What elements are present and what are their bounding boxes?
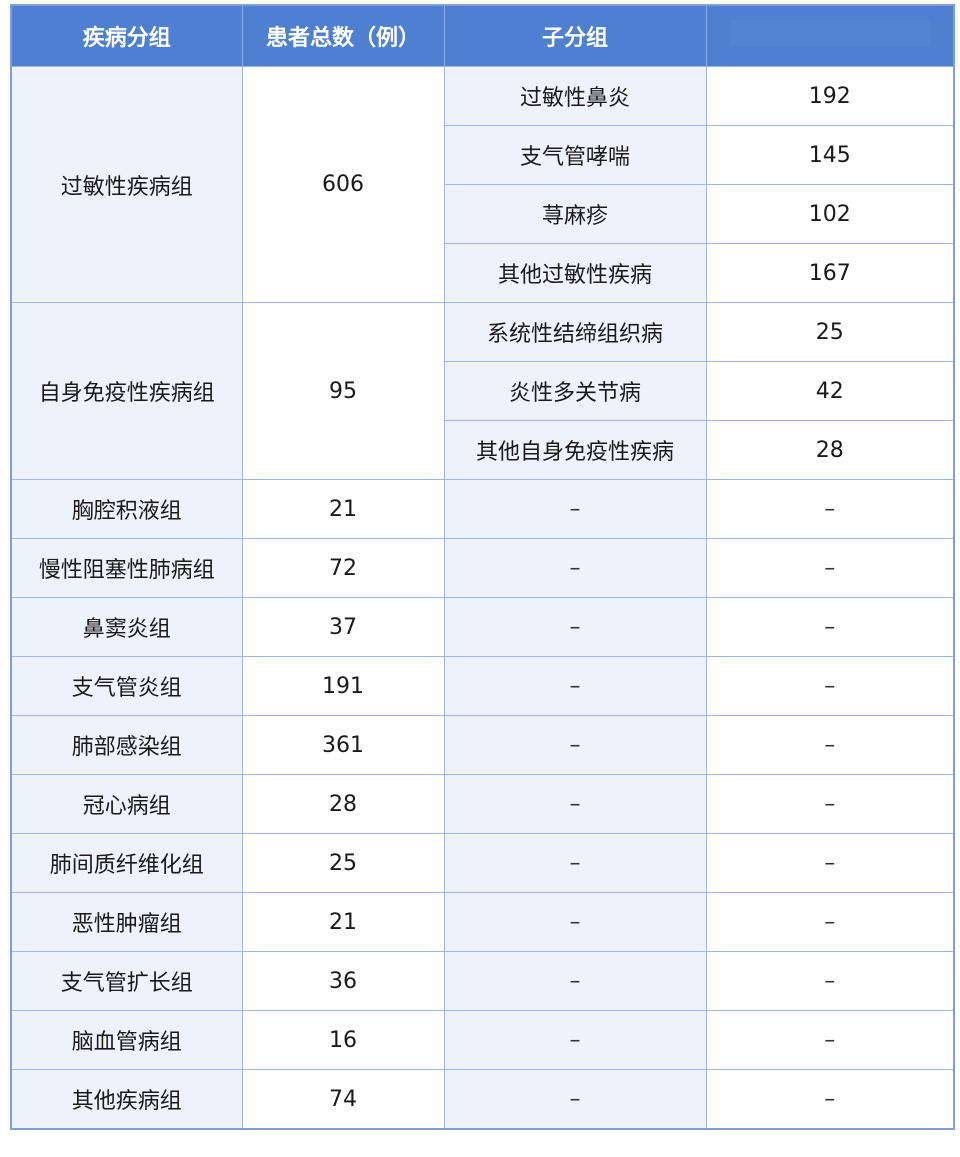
patient-total-cell: 191 bbox=[241, 656, 445, 716]
subgroup-name-cell: – bbox=[443, 479, 707, 539]
patient-total-cell: 606 bbox=[241, 66, 445, 303]
patient-total-cell: 95 bbox=[241, 302, 445, 480]
disease-group-cell: 支气管扩长组 bbox=[10, 951, 243, 1011]
subgroup-name-cell: 荨麻疹 bbox=[443, 184, 707, 244]
header-row: 疾病分组 患者总数（例） 子分组 bbox=[11, 5, 954, 67]
disease-group-cell: 肺部感染组 bbox=[10, 715, 243, 775]
subgroup-count-cell: – bbox=[705, 656, 955, 716]
table-row: 恶性肿瘤组 21– – bbox=[10, 892, 955, 952]
disease-group-cell: 支气管炎组 bbox=[10, 656, 243, 716]
header-subgroup-count bbox=[705, 5, 954, 67]
disease-group-cell: 冠心病组 bbox=[10, 774, 243, 834]
subgroup-name-cell: 其他过敏性疾病 bbox=[443, 243, 707, 303]
subgroup-count-cell: 25 bbox=[705, 302, 955, 362]
subgroup-count-cell: 192 bbox=[705, 66, 955, 126]
patient-total-cell: 28 bbox=[241, 774, 445, 834]
patient-total-cell: 16 bbox=[241, 1010, 445, 1070]
table-row: 其他疾病组 74– – bbox=[10, 1069, 955, 1130]
patient-total-cell: 74 bbox=[241, 1069, 445, 1130]
subgroup-count-cell: – bbox=[705, 479, 955, 539]
disease-group-cell: 肺间质纤维化组 bbox=[10, 833, 243, 893]
subgroup-count-cell: – bbox=[705, 538, 955, 598]
table-row: 肺间质纤维化组 25– – bbox=[10, 833, 955, 893]
patient-total-cell: 36 bbox=[241, 951, 445, 1011]
header-disease-group: 疾病分组 bbox=[11, 5, 242, 67]
subgroup-count-cell: – bbox=[705, 1069, 955, 1130]
table-row: 其他自身免疫性疾病 28 bbox=[11, 420, 955, 480]
subgroup-name-cell: 过敏性鼻炎 bbox=[443, 66, 707, 126]
subgroup-name-cell: – bbox=[443, 715, 707, 775]
subgroup-name-cell: 其他自身免疫性疾病 bbox=[443, 420, 707, 480]
patient-total-cell: 72 bbox=[241, 538, 445, 598]
table-row: 肺部感染组 361– – bbox=[10, 715, 955, 775]
disease-group-table: 疾病分组 患者总数（例） 子分组 过敏性疾病组 606 过敏性鼻炎 192 支气管哮喘 1… bbox=[10, 4, 955, 1130]
disease-group-cell: 自身免疫性疾病组 bbox=[10, 302, 243, 480]
subgroup-name-cell: – bbox=[443, 1010, 707, 1070]
table-row: 鼻窦炎组 37– – bbox=[10, 597, 955, 657]
subgroup-name-cell: – bbox=[443, 774, 707, 834]
table-header: 疾病分组 患者总数（例） 子分组 bbox=[11, 5, 954, 67]
table-row: 过敏性疾病组 606 过敏性鼻炎 192 bbox=[10, 66, 955, 303]
subgroup-count-cell: – bbox=[705, 892, 955, 952]
subgroup-name-cell: – bbox=[443, 538, 707, 598]
subgroup-name-cell: – bbox=[443, 656, 707, 716]
patient-total-cell: 21 bbox=[241, 479, 445, 539]
disease-group-cell: 胸腔积液组 bbox=[10, 479, 243, 539]
subgroup-count-cell: – bbox=[705, 597, 955, 657]
patient-total-cell: 37 bbox=[241, 597, 445, 657]
subgroup-name-cell: – bbox=[443, 951, 707, 1011]
disease-group-cell: 其他疾病组 bbox=[10, 1069, 243, 1130]
table-row: 炎性多关节病 42 bbox=[11, 361, 955, 421]
table-row: 支气管扩长组 36– – bbox=[10, 951, 955, 1011]
subgroup-count-cell: 102 bbox=[705, 184, 955, 244]
subgroup-name-cell: 支气管哮喘 bbox=[443, 125, 707, 185]
disease-group-cell: 脑血管病组 bbox=[10, 1010, 243, 1070]
disease-group-cell: 鼻窦炎组 bbox=[10, 597, 243, 657]
subgroup-name-cell: – bbox=[443, 597, 707, 657]
subgroup-count-cell: – bbox=[705, 1010, 955, 1070]
table-row: 自身免疫性疾病组 95 系统性结缔组织病 25 bbox=[10, 302, 955, 480]
subgroup-count-cell: – bbox=[705, 833, 955, 893]
subgroup-name-cell: – bbox=[443, 1069, 707, 1130]
table-row: 支气管炎组 191– – bbox=[10, 656, 955, 716]
table-row: 冠心病组 28– – bbox=[10, 774, 955, 834]
table-row: 其他过敏性疾病 167 bbox=[11, 243, 955, 303]
table-row: 脑血管病组 16– – bbox=[10, 1010, 955, 1070]
disease-group-cell: 恶性肿瘤组 bbox=[10, 892, 243, 952]
table-body: 过敏性疾病组 606 过敏性鼻炎 192 支气管哮喘 145 荨麻疹 102 其他过敏性疾病 16… bbox=[10, 66, 955, 1130]
disease-group-cell: 过敏性疾病组 bbox=[10, 66, 243, 303]
subgroup-count-cell: – bbox=[705, 715, 955, 775]
subgroup-count-cell: – bbox=[705, 951, 955, 1011]
subgroup-count-cell: 167 bbox=[705, 243, 955, 303]
disease-group-cell: 慢性阻塞性肺病组 bbox=[10, 538, 243, 598]
table-row: 胸腔积液组 21– – bbox=[10, 479, 955, 539]
header-subgroup: 子分组 bbox=[443, 5, 706, 67]
patient-total-cell: 21 bbox=[241, 892, 445, 952]
patient-total-cell: 361 bbox=[241, 715, 445, 775]
subgroup-count-cell: 145 bbox=[705, 125, 955, 185]
subgroup-name-cell: 系统性结缔组织病 bbox=[443, 302, 707, 362]
subgroup-count-cell: – bbox=[705, 774, 955, 834]
table-row: 支气管哮喘 145 bbox=[11, 125, 955, 185]
subgroup-name-cell: – bbox=[443, 833, 707, 893]
subgroup-name-cell: – bbox=[443, 892, 707, 952]
table-row: 慢性阻塞性肺病组 72– – bbox=[10, 538, 955, 598]
subgroup-count-cell: 28 bbox=[705, 420, 955, 480]
patient-total-cell: 25 bbox=[241, 833, 445, 893]
header-blank-box bbox=[729, 20, 930, 46]
header-patient-total: 患者总数（例） bbox=[241, 5, 444, 67]
subgroup-count-cell: 42 bbox=[705, 361, 955, 421]
subgroup-name-cell: 炎性多关节病 bbox=[443, 361, 707, 421]
